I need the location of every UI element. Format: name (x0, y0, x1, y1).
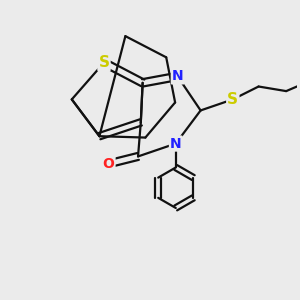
Text: S: S (98, 55, 110, 70)
Text: O: O (103, 157, 115, 171)
Text: N: N (172, 69, 183, 83)
Text: N: N (170, 136, 182, 151)
Text: S: S (227, 92, 238, 107)
